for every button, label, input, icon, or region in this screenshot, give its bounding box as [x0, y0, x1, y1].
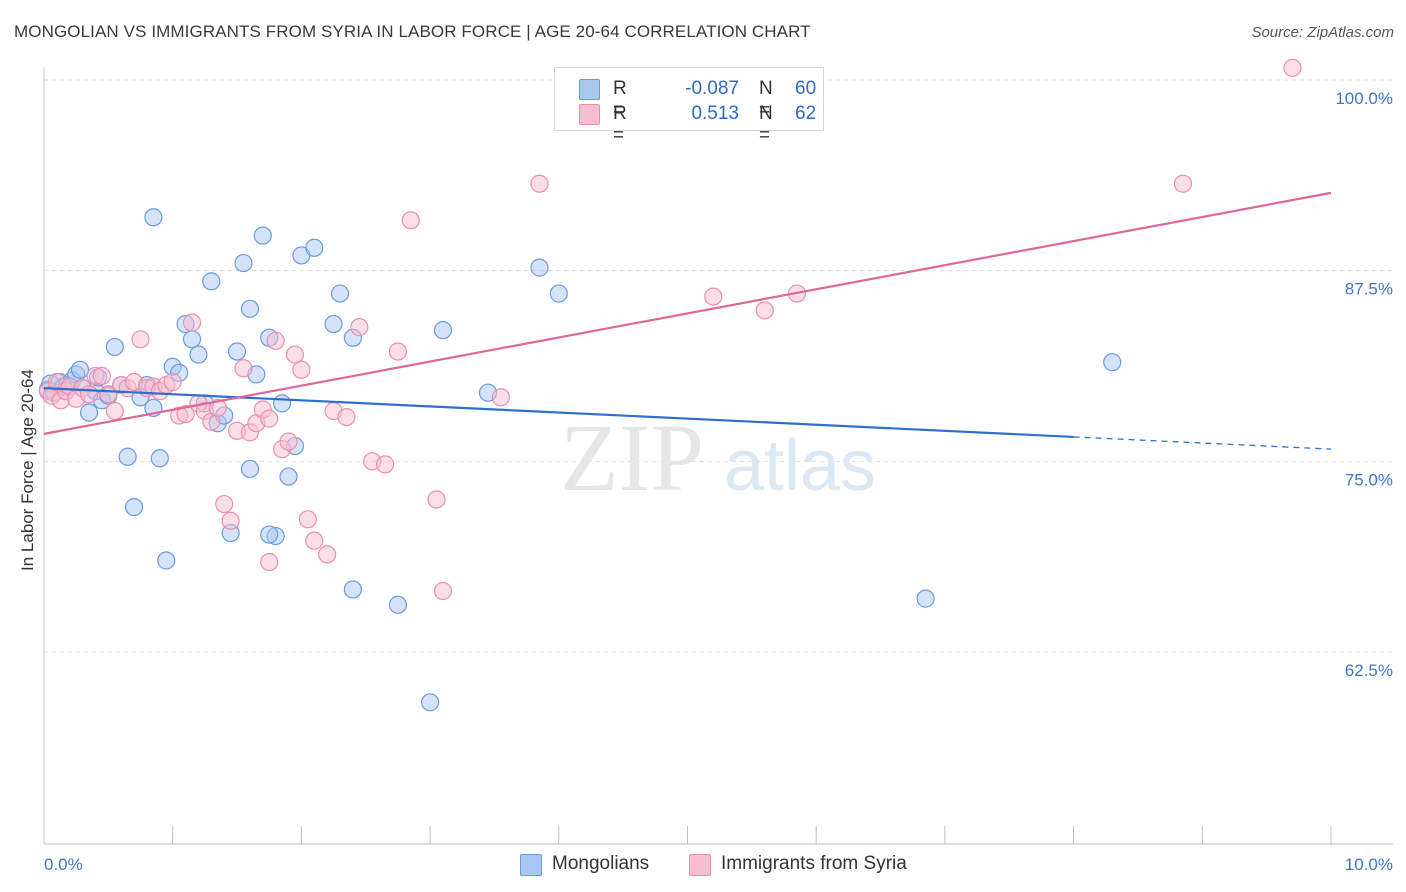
point-mongolians: [433, 321, 453, 340]
point-syria: [292, 360, 311, 379]
point-syria: [260, 552, 279, 572]
point-syria: [92, 366, 112, 386]
point-syria: [221, 511, 240, 530]
point-syria: [755, 301, 774, 320]
point-syria: [131, 330, 150, 349]
point-mongolians: [227, 342, 247, 361]
n-label: N =: [759, 103, 773, 146]
point-mongolians: [549, 284, 568, 303]
point-mongolians: [240, 299, 260, 318]
point-syria: [266, 331, 285, 350]
y-tick-label: 75.0%: [1345, 470, 1393, 489]
point-mongolians: [118, 447, 137, 466]
r-value: 0.513: [691, 103, 739, 124]
point-mongolians: [530, 258, 549, 277]
x-tick-label: 10.0%: [1345, 855, 1393, 874]
y-tick-label: 100.0%: [1335, 89, 1393, 108]
point-syria: [163, 372, 182, 392]
point-syria: [530, 174, 549, 193]
point-syria: [318, 545, 337, 564]
point-mongolians: [240, 459, 260, 479]
point-syria: [285, 345, 305, 364]
point-mongolians: [305, 238, 324, 257]
point-mongolians: [343, 580, 362, 599]
point-syria: [279, 432, 298, 451]
point-syria: [1173, 174, 1193, 193]
n-label: N =: [759, 78, 773, 121]
point-mongolians: [253, 226, 272, 245]
point-syria: [337, 407, 356, 427]
x-tick-label: 0.0%: [44, 855, 83, 874]
mongolians-legend-swatch: [520, 854, 542, 876]
point-syria: [215, 494, 234, 514]
point-mongolians: [144, 208, 163, 227]
r-label: R =: [613, 78, 627, 121]
point-mongolians: [234, 253, 253, 273]
syria-swatch: [579, 104, 600, 125]
legend-label: Immigrants from Syria: [721, 853, 907, 874]
y-tick-label: 87.5%: [1345, 280, 1393, 299]
point-mongolians: [324, 314, 343, 334]
point-mongolians: [272, 394, 292, 413]
point-syria: [375, 455, 395, 474]
trendline-mongolians-extension: [1073, 436, 1332, 450]
point-mongolians: [260, 525, 279, 544]
point-mongolians: [189, 345, 208, 364]
point-syria: [305, 531, 324, 550]
point-syria: [79, 385, 99, 404]
point-mongolians: [150, 449, 169, 468]
point-mongolians: [202, 272, 221, 291]
watermark-zip: ZIP: [560, 404, 704, 511]
point-mongolians: [388, 595, 408, 614]
point-mongolians: [157, 551, 176, 570]
point-syria: [1283, 58, 1302, 77]
r-label: R =: [613, 103, 627, 146]
watermark-atlas: atlas: [724, 426, 876, 506]
point-syria: [208, 398, 227, 418]
trendline-mongolians: [43, 387, 1074, 439]
point-syria: [491, 388, 510, 407]
point-syria: [105, 401, 124, 421]
y-tick-label: 62.5%: [1345, 661, 1393, 680]
source-credit: Source: ZipAtlas.com: [1251, 24, 1394, 41]
point-mongolians: [105, 337, 124, 357]
point-mongolians: [124, 497, 144, 517]
mongolians-swatch: [579, 79, 600, 100]
point-syria: [704, 287, 723, 306]
point-syria: [350, 318, 369, 337]
point-mongolians: [1103, 353, 1122, 372]
r-value: -0.087: [685, 78, 739, 99]
trendline-syria: [43, 191, 1332, 435]
point-syria: [388, 342, 408, 361]
n-value: 60: [795, 78, 817, 99]
point-syria: [182, 313, 202, 332]
point-mongolians: [182, 330, 202, 349]
point-syria: [401, 211, 420, 230]
point-mongolians: [916, 589, 935, 608]
point-syria: [298, 510, 317, 529]
point-mongolians: [330, 284, 350, 303]
point-syria: [176, 404, 195, 424]
legend-label: Mongolians: [552, 853, 650, 874]
point-syria: [427, 490, 446, 509]
point-syria: [234, 359, 253, 378]
n-value: 62: [795, 103, 817, 124]
stats-legend-box: R = -0.087 N = 60 R = 0.513 N = 62: [554, 67, 824, 146]
y-axis-title: In Labor Force | Age 20-64: [18, 369, 37, 571]
point-mongolians: [70, 360, 90, 379]
point-mongolians: [79, 403, 99, 422]
syria-legend-swatch: [689, 854, 711, 876]
point-syria: [260, 409, 279, 428]
point-mongolians: [279, 467, 298, 486]
point-syria: [433, 581, 453, 601]
point-mongolians: [421, 693, 440, 712]
chart-title: MONGOLIAN VS IMMIGRANTS FROM SYRIA IN LA…: [14, 22, 811, 41]
